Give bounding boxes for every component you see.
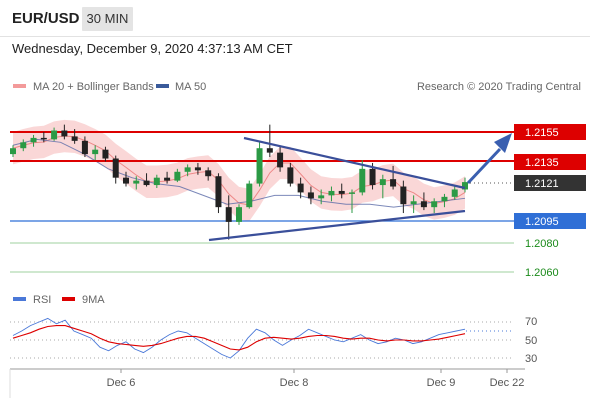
- candle-body: [379, 179, 386, 186]
- candle-body: [205, 170, 212, 177]
- candle-body: [410, 201, 417, 205]
- ma50-line: [12, 138, 466, 208]
- x-tick-label: Dec 9: [427, 377, 456, 389]
- candle-body: [338, 190, 345, 194]
- datetime-label: Wednesday, December 9, 2020 4:37:13 AM C…: [12, 41, 293, 56]
- candle-body: [287, 167, 294, 184]
- header-divider: [0, 36, 590, 37]
- candle-body: [266, 148, 273, 153]
- ma20-legend-label: MA 20 + Bollinger Bands: [33, 81, 154, 93]
- candle-body: [164, 177, 171, 181]
- candle-body: [51, 130, 58, 140]
- s1-label-box: [514, 213, 586, 229]
- candle-body: [400, 186, 407, 205]
- rsi-ma-legend-swatch: [62, 297, 75, 301]
- candle-body: [297, 183, 304, 193]
- candle-body: [81, 140, 88, 155]
- s3-label: 1.2060: [525, 267, 559, 279]
- r2-label-box: [514, 124, 586, 140]
- x-tick-label: Dec 22: [490, 377, 525, 389]
- candle-body: [61, 130, 68, 137]
- candle-body: [102, 149, 109, 159]
- credit-label: Research © 2020 Trading Central: [417, 81, 581, 93]
- lower-trendline: [208, 209, 466, 242]
- candle-body: [92, 149, 99, 155]
- candle-body: [30, 137, 37, 143]
- candle-body: [390, 179, 397, 187]
- timeframe-button[interactable]: 30 MIN: [82, 7, 133, 31]
- candlestick-series: [10, 124, 468, 240]
- candle-body: [307, 192, 314, 199]
- candle-body: [328, 190, 335, 196]
- rsi-tick-50: 50: [525, 335, 537, 347]
- candle-body: [441, 196, 448, 202]
- r1-label-box: [514, 154, 586, 170]
- s1-label: 1.2095: [525, 216, 559, 228]
- candle-body: [174, 171, 181, 181]
- candle-body: [236, 207, 242, 222]
- candle-body: [112, 158, 119, 178]
- forecast-arrow-line: [466, 147, 502, 185]
- candle-body: [143, 180, 150, 186]
- candle-body: [462, 182, 468, 190]
- candle-body: [10, 148, 16, 155]
- candle-body: [194, 167, 201, 171]
- rsi-ma-legend-label: 9MA: [82, 294, 105, 306]
- candle-body: [71, 136, 78, 141]
- ma20-legend-swatch: [13, 84, 26, 88]
- rsi-line: [12, 317, 466, 359]
- ma50-legend-swatch: [156, 84, 169, 88]
- candle-body: [256, 148, 263, 184]
- candle-body: [349, 192, 355, 194]
- symbol-label: EUR/USD: [12, 10, 80, 27]
- candle-body: [133, 180, 140, 184]
- forecast-arrow-head: [494, 133, 512, 153]
- candle-body: [451, 189, 458, 197]
- x-axis-ticks: Dec 6 Dec 8 Dec 9 Dec 22: [107, 369, 525, 389]
- candle-body: [369, 168, 376, 186]
- x-tick-label: Dec 8: [280, 377, 309, 389]
- x-tick-label: Dec 6: [107, 377, 136, 389]
- r2-label: 1.2155: [525, 127, 559, 139]
- candle-body: [225, 207, 232, 222]
- rsi-tick-30: 30: [525, 353, 537, 365]
- candle-body: [40, 137, 47, 140]
- candle-body: [215, 176, 222, 208]
- candle-body: [153, 177, 160, 186]
- candle-body: [318, 195, 325, 199]
- chart-header: EUR/USD 30 MIN: [0, 0, 590, 36]
- candle-body: [20, 142, 27, 149]
- candle-body: [246, 183, 253, 208]
- r1-label: 1.2135: [525, 157, 559, 169]
- candle-body: [359, 168, 366, 193]
- rsi-legend-swatch: [13, 297, 26, 301]
- last-price-label-box: [514, 175, 586, 191]
- rsi-ma-line: [12, 325, 466, 351]
- candle-body: [431, 201, 438, 208]
- last-price-label: 1.2121: [525, 178, 559, 190]
- candle-body: [184, 167, 191, 172]
- candle-body: [123, 177, 129, 184]
- s2-label: 1.2080: [525, 238, 559, 250]
- ma50-legend-label: MA 50: [175, 81, 206, 93]
- candle-body: [420, 201, 427, 208]
- upper-trendline: [243, 136, 466, 190]
- rsi-legend-label: RSI: [33, 294, 51, 306]
- rsi-series-layer: [12, 317, 514, 359]
- candle-body: [277, 152, 284, 168]
- rsi-tick-70: 70: [525, 316, 537, 328]
